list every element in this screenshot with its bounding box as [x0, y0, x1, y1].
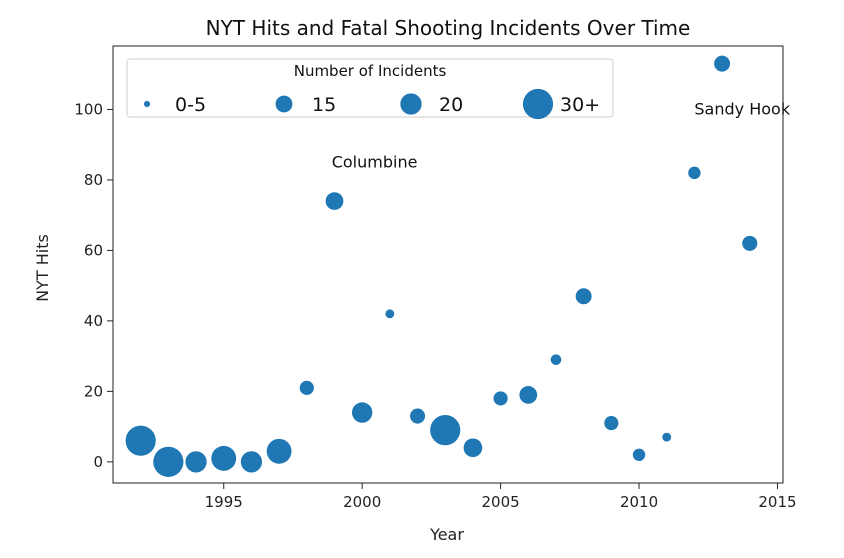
legend-marker	[522, 88, 554, 120]
data-point	[604, 415, 619, 431]
data-point	[632, 448, 646, 462]
data-point	[575, 288, 592, 305]
x-tick-label: 2000	[343, 493, 381, 511]
chart-title: NYT Hits and Fatal Shooting Incidents Ov…	[206, 16, 691, 40]
y-axis-label: NYT Hits	[33, 234, 52, 302]
legend-label: 15	[312, 94, 336, 116]
data-point	[662, 432, 672, 442]
plot-area: 1995 2000 2005 2010 2015020406080100Columbin…	[74, 45, 797, 511]
y-tick-label: 40	[84, 312, 103, 330]
x-tick-label: 2010	[620, 493, 658, 511]
data-point	[211, 445, 237, 471]
legend: Number of Incidents 0-5 15 20 30+	[126, 58, 614, 120]
y-tick-label: 80	[84, 171, 103, 189]
data-point	[430, 415, 461, 446]
data-point	[742, 235, 758, 251]
y-tick-label: 60	[84, 241, 103, 259]
data-point	[550, 354, 562, 365]
data-point	[185, 451, 207, 473]
data-point	[688, 166, 701, 180]
data-point	[463, 438, 483, 458]
data-point	[240, 451, 263, 473]
y-tick-label: 0	[93, 453, 103, 471]
data-point	[410, 408, 426, 424]
data-point	[493, 391, 508, 406]
data-point	[714, 55, 731, 72]
axes-frame	[112, 45, 784, 484]
data-point	[125, 425, 156, 456]
data-point	[266, 438, 292, 464]
data-point	[385, 309, 395, 319]
x-tick-label: 2005	[482, 493, 520, 511]
data-point	[519, 386, 538, 404]
y-tick-label: 100	[74, 100, 103, 118]
legend-marker	[400, 93, 422, 115]
x-tick-label: 2015	[758, 493, 796, 511]
x-tick-label: 1995	[205, 493, 243, 511]
legend-label: 20	[439, 94, 463, 116]
data-point	[351, 402, 373, 423]
legend-marker	[143, 100, 151, 108]
legend-box	[126, 58, 614, 118]
y-tick-label: 20	[84, 382, 103, 400]
legend-label: 30+	[560, 94, 600, 116]
data-point	[153, 446, 184, 477]
annotation-label: Columbine	[332, 152, 418, 171]
data-point	[299, 380, 314, 395]
legend-marker	[275, 95, 293, 113]
annotation-label: Sandy Hook	[694, 99, 790, 118]
x-axis-label: Year	[429, 525, 464, 544]
data-point	[325, 192, 344, 210]
legend-label: 0-5	[175, 94, 206, 116]
legend-title: Number of Incidents	[294, 62, 447, 80]
